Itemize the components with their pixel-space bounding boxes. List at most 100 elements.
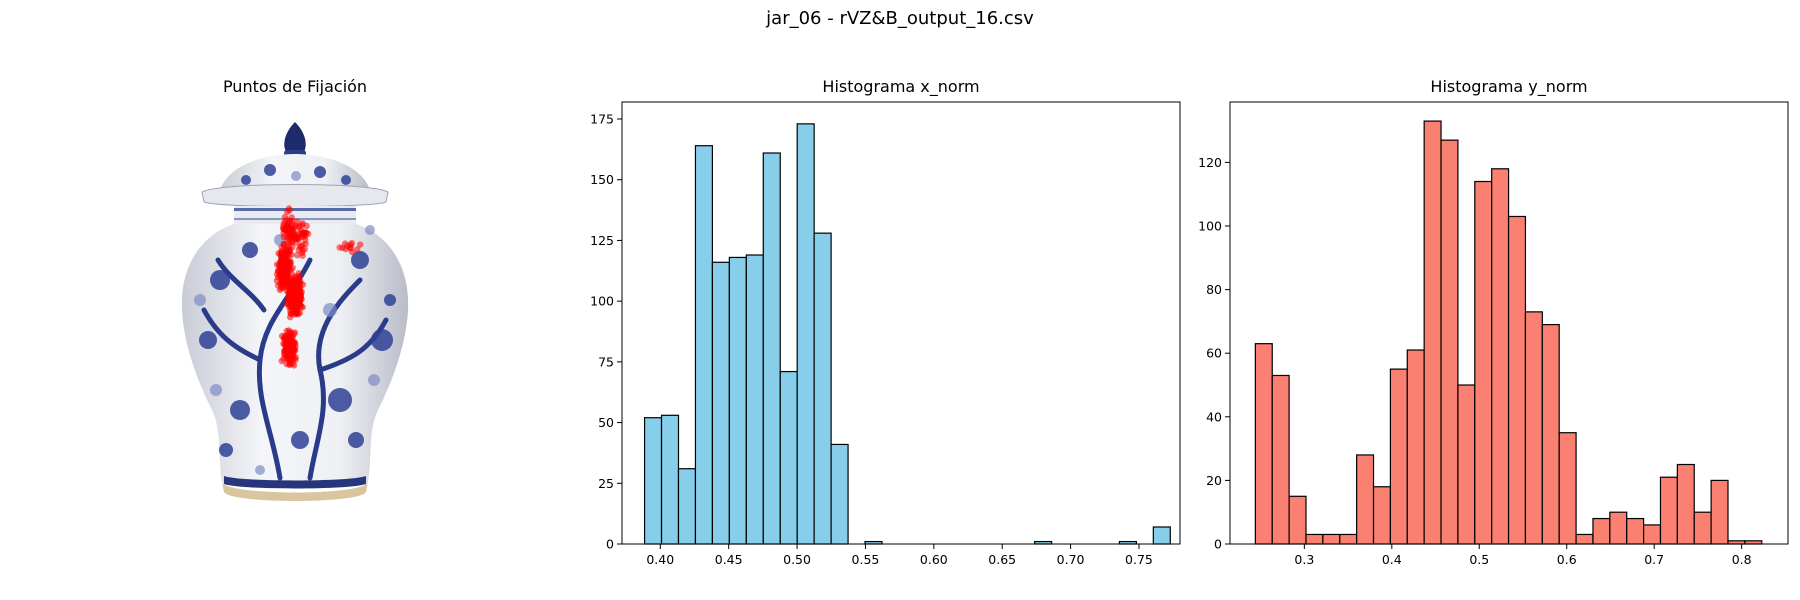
xhist-bar xyxy=(813,232,832,545)
yhist-xtick-label: 0.8 xyxy=(1732,552,1752,567)
yhist-bar xyxy=(1271,374,1290,545)
yhist-bar xyxy=(1288,495,1307,545)
yhist-xtick-label: 0.3 xyxy=(1294,552,1314,567)
xhist-bar xyxy=(677,468,697,545)
fixation-point xyxy=(285,352,292,359)
fixation-point xyxy=(287,310,295,318)
fixation-point xyxy=(284,208,291,216)
fixation-point xyxy=(295,270,302,277)
yhist-bar xyxy=(1440,139,1459,545)
yhist-frame xyxy=(1229,101,1789,545)
yhist-bar xyxy=(1305,533,1324,545)
yhist-bar xyxy=(1710,479,1729,545)
yhist-bar xyxy=(1389,368,1408,545)
fixation-point xyxy=(283,228,291,235)
xhist-xtick-label: 0.45 xyxy=(715,552,743,567)
xhist-frame xyxy=(621,101,1181,545)
fixation-point xyxy=(278,357,285,365)
panel-title-x-hist: Histograma x_norm xyxy=(822,77,980,96)
panel-title-fixations: Puntos de Fijación xyxy=(222,77,368,96)
fixation-point xyxy=(357,241,364,248)
xhist-axes: 0.40 0.45 0.50 0.55 0.60 0.65 0.70 0.75 0 25 50 75 1… xyxy=(590,101,1181,567)
yhist-bar xyxy=(1423,120,1442,545)
xhist-ytick-label: 125 xyxy=(590,233,614,248)
yhist-bar xyxy=(1676,463,1695,545)
yhist-bar xyxy=(1575,533,1594,545)
fixation-point xyxy=(302,229,310,236)
fixation-point xyxy=(339,244,346,252)
fixation-point xyxy=(279,253,286,260)
yhist-xtick-label: 0.7 xyxy=(1644,552,1664,567)
xhist-xtick-label: 0.55 xyxy=(852,552,880,567)
fixation-point xyxy=(292,239,300,246)
figure-title: jar_06 - rVZ&B_output_16.csv xyxy=(766,8,1034,29)
fixation-point xyxy=(278,265,285,272)
yhist-bar xyxy=(1592,517,1611,545)
fixation-point xyxy=(289,283,296,290)
xhist-xtick-label: 0.70 xyxy=(1057,552,1085,567)
fixation-point xyxy=(280,223,287,230)
xhist-bar xyxy=(830,443,849,545)
yhist-bar xyxy=(1659,476,1678,545)
fixation-point xyxy=(296,223,303,230)
fixation-point xyxy=(354,246,361,253)
yhist-bar xyxy=(1322,533,1341,545)
yhist-ytick-label: 40 xyxy=(1206,409,1222,424)
xhist-bar xyxy=(643,417,663,545)
yhist-ytick-label: 120 xyxy=(1198,155,1222,170)
yhist-ytick-label: 20 xyxy=(1206,473,1222,488)
yhist-bar xyxy=(1558,432,1577,545)
xhist-bar xyxy=(694,145,714,545)
yhist-bar xyxy=(1339,533,1358,545)
yhist-ytick-label: 100 xyxy=(1198,219,1222,234)
xhist-bar xyxy=(728,256,747,545)
yhist-bar xyxy=(1507,215,1527,545)
fixation-point xyxy=(280,260,287,267)
panel-title-y-hist: Histograma y_norm xyxy=(1430,77,1588,96)
xhist-bar xyxy=(796,123,815,545)
yhist-bar xyxy=(1356,454,1375,545)
yhist-axes: 0.3 0.4 0.5 0.6 0.7 0.8 0 20 40 60 80 100 120 xyxy=(1198,101,1789,567)
yhist-ytick-label: 0 xyxy=(1214,537,1222,552)
xhist-ytick-label: 100 xyxy=(590,294,614,309)
fixation-point xyxy=(286,234,293,241)
fixation-point xyxy=(280,273,288,280)
yhist-bar xyxy=(1541,323,1560,545)
fixation-point xyxy=(348,248,356,256)
fixation-point xyxy=(291,339,298,346)
fixation-point xyxy=(285,335,292,342)
fixation-point xyxy=(280,240,288,247)
fixation-point xyxy=(291,290,299,297)
yhist-bar xyxy=(1626,517,1645,545)
xhist-bar xyxy=(762,152,781,545)
xhist-xtick-label: 0.75 xyxy=(1125,552,1153,567)
fixation-point xyxy=(294,252,301,259)
yhist-xtick-label: 0.4 xyxy=(1382,552,1402,567)
yhist-bar xyxy=(1524,311,1543,545)
fixation-point xyxy=(289,243,296,251)
xhist-ytick-label: 175 xyxy=(590,112,614,127)
fixation-point xyxy=(277,280,284,288)
xhist-bar xyxy=(745,254,764,545)
yhist-bar xyxy=(1693,511,1712,545)
fixation-image-panel xyxy=(181,122,409,501)
xhist-bar xyxy=(660,414,680,545)
xhist-xtick-label: 0.60 xyxy=(920,552,948,567)
xhist-xtick-label: 0.65 xyxy=(988,552,1016,567)
xhist-ytick-label: 75 xyxy=(598,354,614,369)
yhist-bar xyxy=(1642,524,1662,545)
yhist-bar xyxy=(1457,384,1476,545)
fixation-points xyxy=(273,205,364,369)
fixation-point xyxy=(282,268,290,275)
xhist-bar xyxy=(779,370,798,545)
yhist-bar xyxy=(1609,511,1628,545)
fixation-point xyxy=(286,360,294,368)
yhist-bar xyxy=(1491,168,1510,545)
xhist-bar xyxy=(711,261,730,545)
fixation-point xyxy=(291,297,298,304)
yhist-xtick-label: 0.6 xyxy=(1557,552,1577,567)
yhist-ytick-label: 80 xyxy=(1206,282,1222,297)
xhist-xtick-label: 0.50 xyxy=(783,552,811,567)
